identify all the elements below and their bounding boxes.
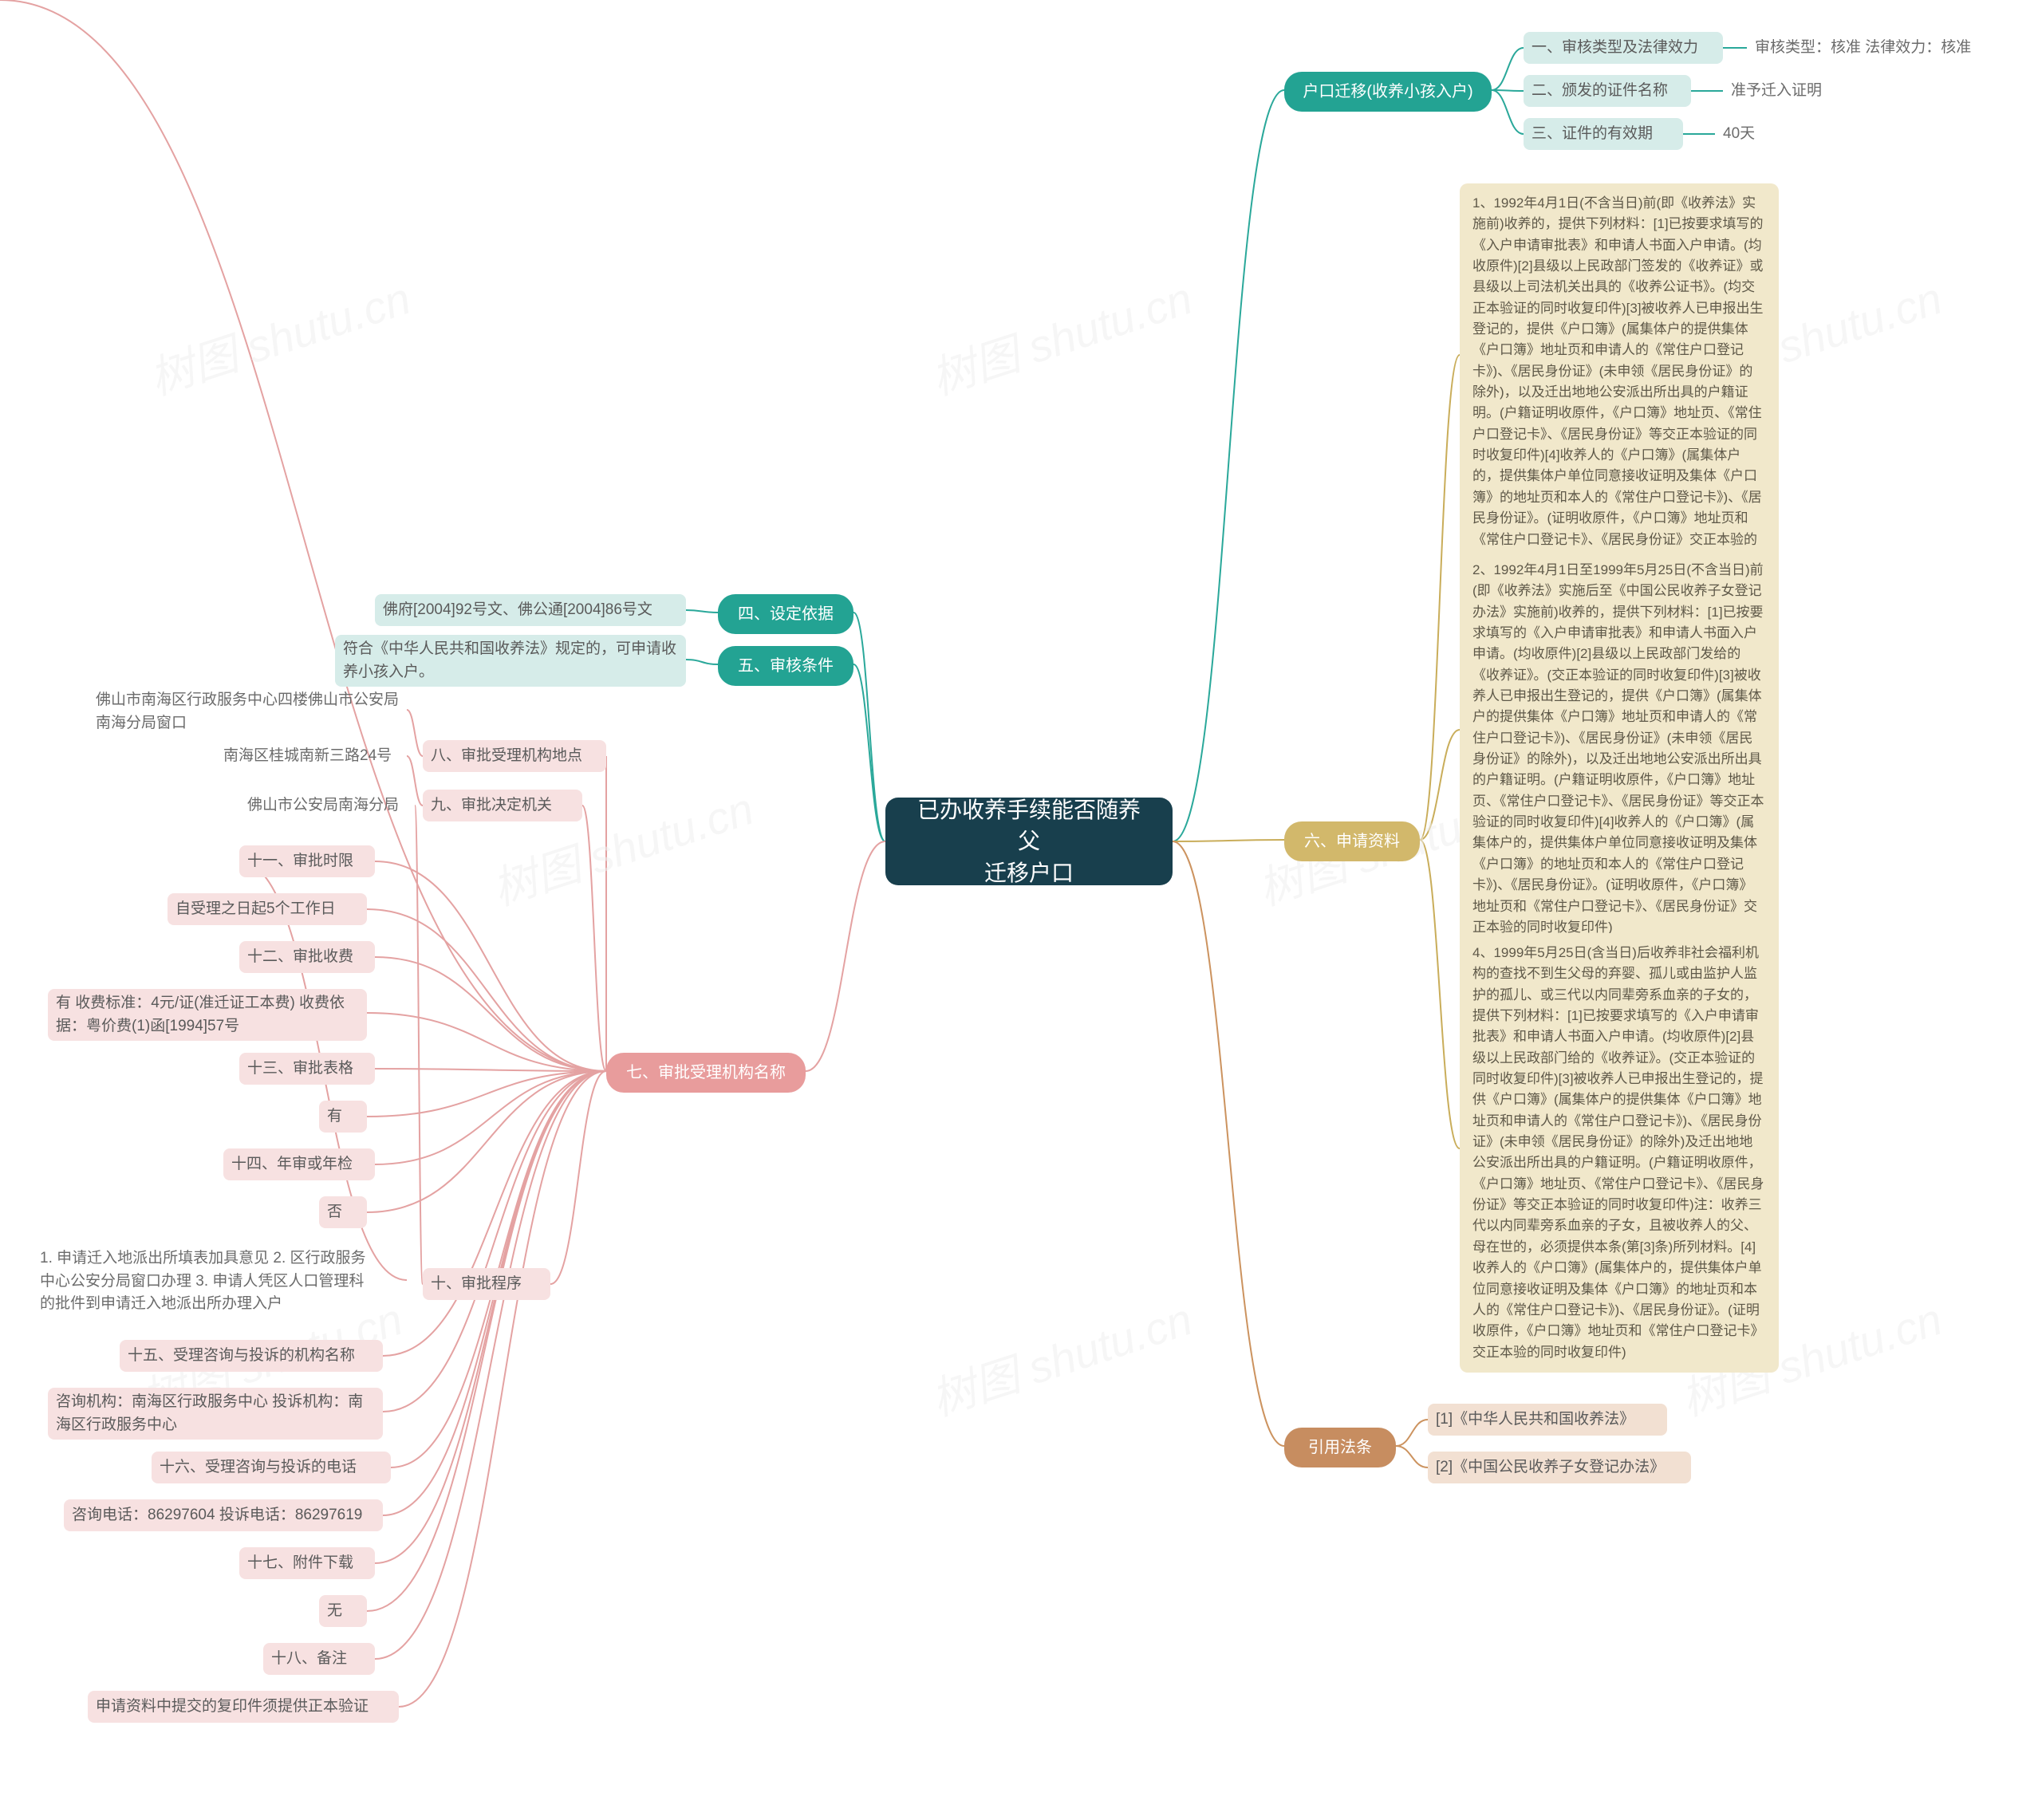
mindmap-node[interactable]: [2]《中国公民收养子女登记办法》 <box>1428 1452 1691 1483</box>
mindmap-node[interactable]: 十二、审批收费 <box>239 941 375 973</box>
mindmap-node[interactable]: 八、审批受理机构地点 <box>423 740 606 772</box>
root-node[interactable]: 已办收养手续能否随养父 迁移户口 <box>885 798 1173 885</box>
watermark: 树图 shutu.cn <box>922 263 1200 408</box>
edge <box>375 1069 606 1071</box>
edge <box>367 909 606 1071</box>
mindmap-node[interactable]: 十、审批程序 <box>423 1268 550 1300</box>
edge <box>375 1071 606 1563</box>
edge <box>1173 841 1284 1446</box>
mindmap-node[interactable]: 佛府[2004]92号文、佛公通[2004]86号文 <box>375 594 686 626</box>
edge <box>1492 48 1524 90</box>
mindmap-node[interactable]: 佛山市公安局南海分局 <box>239 790 415 821</box>
mindmap-node[interactable]: 二、颁发的证件名称 <box>1524 75 1691 107</box>
mindmap-node[interactable]: 十一、审批时限 <box>239 845 375 877</box>
mindmap-node[interactable]: 十五、受理咨询与投诉的机构名称 <box>120 1340 383 1372</box>
edge <box>1396 1420 1428 1446</box>
mindmap-node[interactable]: 引用法条 <box>1284 1428 1396 1467</box>
mindmap-node[interactable]: 2、1992年4月1日至1999年5月25日(不含当日)前(即《收养法》实施后至… <box>1460 550 1779 947</box>
mindmap-node[interactable]: 佛山市南海区行政服务中心四楼佛山市公安局南海分局窗口 <box>88 686 407 738</box>
edge <box>367 1071 606 1611</box>
edge <box>853 664 885 841</box>
mindmap-node[interactable]: 1. 申请迁入地派出所填表加具意见 2. 区行政服务中心公安分局窗口办理 3. … <box>32 1244 383 1319</box>
mindmap-node[interactable]: 十三、审批表格 <box>239 1053 375 1085</box>
edge <box>806 841 885 1071</box>
mindmap-node[interactable]: 有 收费标准：4元/证(准迁证工本费) 收费依据：粤价费(1)函[1994]57… <box>48 989 367 1041</box>
watermark: 树图 shutu.cn <box>922 1284 1200 1429</box>
edge <box>375 1071 606 1164</box>
edge <box>415 806 423 1284</box>
edge <box>550 1071 606 1284</box>
mindmap-canvas: 树图 shutu.cn树图 shutu.cn树图 shutu.cn树图 shut… <box>0 0 2042 1820</box>
mindmap-node[interactable]: 六、申请资料 <box>1284 821 1420 861</box>
edge <box>1420 840 1460 1148</box>
edge <box>375 957 606 1071</box>
edge <box>1420 355 1460 840</box>
mindmap-node[interactable]: 40天 <box>1715 118 1779 150</box>
mindmap-node[interactable]: 一、审核类型及法律效力 <box>1524 32 1723 64</box>
edge <box>686 660 718 664</box>
mindmap-node[interactable]: 申请资料中提交的复印件须提供正本验证 <box>88 1691 399 1723</box>
mindmap-node[interactable]: 南海区桂城南新三路24号 <box>215 740 407 772</box>
edge <box>1173 90 1284 841</box>
mindmap-node[interactable]: 五、审核条件 <box>718 646 853 686</box>
mindmap-node[interactable]: 十八、备注 <box>263 1643 375 1675</box>
edge <box>367 1013 606 1071</box>
mindmap-node[interactable]: 咨询机构：南海区行政服务中心 投诉机构：南海区行政服务中心 <box>48 1388 383 1440</box>
edge <box>375 861 606 1071</box>
edge <box>1396 1446 1428 1467</box>
mindmap-node[interactable]: 四、设定依据 <box>718 594 853 634</box>
mindmap-node[interactable]: 准予迁入证明 <box>1723 75 1851 107</box>
edge <box>853 613 885 841</box>
mindmap-node[interactable]: 十六、受理咨询与投诉的电话 <box>152 1452 391 1483</box>
mindmap-node[interactable]: 1、1992年4月1日(不含当日)前(即《收养法》实施前)收养的，提供下列材料：… <box>1460 183 1779 581</box>
mindmap-node[interactable]: 九、审批决定机关 <box>423 790 582 821</box>
edge <box>399 1071 606 1707</box>
edge <box>407 710 423 756</box>
mindmap-node[interactable]: 无 <box>319 1595 367 1627</box>
edge <box>1173 840 1284 841</box>
edge <box>383 1071 606 1412</box>
mindmap-node[interactable]: 4、1999年5月25日(含当日)后收养非社会福利机构的查找不到生父母的弃婴、孤… <box>1460 933 1779 1373</box>
edge <box>1420 730 1460 840</box>
mindmap-node[interactable]: 否 <box>319 1196 367 1228</box>
mindmap-node[interactable]: 七、审批受理机构名称 <box>606 1053 806 1093</box>
mindmap-node[interactable]: 符合《中华人民共和国收养法》规定的，可申请收养小孩入户。 <box>335 635 686 687</box>
edge <box>582 806 606 1071</box>
watermark: 树图 shutu.cn <box>140 263 418 408</box>
mindmap-node[interactable]: 咨询电话：86297604 投诉电话：86297619 <box>64 1499 383 1531</box>
edge <box>367 1071 606 1117</box>
edge <box>686 610 718 613</box>
edge <box>1492 90 1524 134</box>
edge <box>375 1071 606 1659</box>
edge <box>1492 90 1524 91</box>
mindmap-node[interactable]: 十七、附件下载 <box>239 1547 375 1579</box>
mindmap-node[interactable]: [1]《中华人民共和国收养法》 <box>1428 1404 1667 1436</box>
mindmap-node[interactable]: 审核类型：核准 法律效力：核准 <box>1747 32 2002 64</box>
mindmap-node[interactable]: 自受理之日起5个工作日 <box>168 893 367 925</box>
mindmap-node[interactable]: 有 <box>319 1101 367 1133</box>
mindmap-node[interactable]: 三、证件的有效期 <box>1524 118 1683 150</box>
edge <box>367 1071 606 1212</box>
edge <box>383 1071 606 1356</box>
mindmap-node[interactable]: 十四、年审或年检 <box>223 1148 375 1180</box>
mindmap-node[interactable]: 户口迁移(收养小孩入户) <box>1284 72 1492 112</box>
